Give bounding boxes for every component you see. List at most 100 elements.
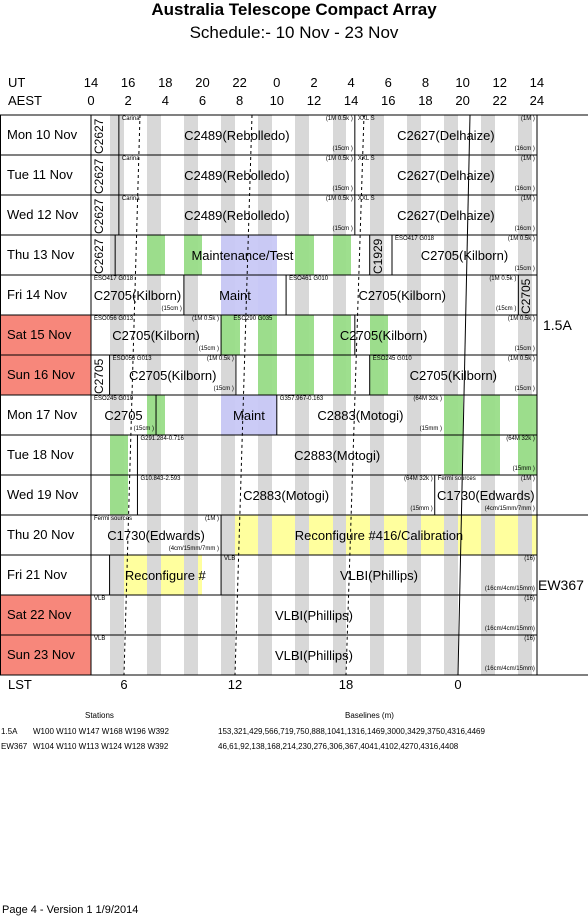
day-label: Sat 22 Nov (0, 595, 91, 635)
ut-tick-label: 14 (83, 75, 99, 90)
night-stripe (109, 195, 124, 235)
night-stripe (295, 515, 310, 555)
block-source-label: VLB (94, 636, 106, 642)
project-name: Reconfigure #416/Calibration (294, 528, 464, 543)
day-label: Sun 16 Nov (0, 355, 91, 395)
config-row-baselines: 153,321,429,566,719,750,888,1041,1316,14… (218, 727, 485, 736)
block-band-label: (15cm ) (213, 386, 234, 392)
night-stripe (332, 395, 347, 435)
night-stripe (295, 555, 310, 595)
block-band-label: (15cm ) (514, 346, 535, 352)
day-label: Thu 20 Nov (7, 527, 75, 542)
night-stripe (295, 155, 310, 195)
project-name: C2705(Kilborn) (129, 368, 217, 383)
block-source-label: Fermi sources (437, 476, 476, 482)
night-stripe (444, 315, 458, 355)
night-stripe (369, 155, 384, 195)
block-band-label: (15cm ) (198, 346, 220, 352)
night-stripe (258, 195, 273, 235)
schedule-fill (444, 395, 463, 435)
baselines-label: Baselines (m) (345, 711, 394, 720)
project-name: Maintenance/Test (191, 248, 294, 263)
aest-tick-label: 14 (343, 93, 359, 108)
night-stripe (369, 555, 384, 595)
night-stripe (332, 155, 347, 195)
night-stripe (444, 275, 458, 315)
night-stripe (183, 195, 198, 235)
block-source-label: ESO245 G010 (94, 396, 134, 402)
night-stripe (109, 395, 124, 435)
night-stripe (406, 315, 421, 355)
night-stripe (332, 515, 347, 555)
night-stripe (369, 235, 384, 275)
ut-tick-label: 16 (120, 75, 136, 90)
night-stripe (295, 115, 310, 155)
night-stripe (481, 635, 496, 675)
night-stripe (406, 595, 421, 635)
block-correlator-label: (1M 0.5k ) (507, 356, 535, 362)
schedule-fill (109, 435, 129, 475)
night-stripe (444, 355, 458, 395)
schedule-fill (518, 435, 537, 475)
night-stripe (518, 595, 533, 635)
block-label-vertical: C2705 (519, 278, 534, 314)
schedule-fill (481, 435, 500, 475)
night-stripe (183, 315, 198, 355)
night-stripe (406, 275, 421, 315)
schedule-fill (146, 235, 166, 275)
aest-label: AEST (8, 93, 42, 108)
config-row-stations: W104 W110 W113 W124 W128 W392 (33, 742, 169, 751)
page-title: Australia Telescope Compact Array (151, 0, 437, 19)
night-stripe (444, 235, 458, 275)
night-stripe (109, 275, 124, 315)
night-stripe (444, 155, 458, 195)
aest-tick-label: 6 (198, 93, 207, 108)
aest-tick-label: 16 (381, 93, 396, 108)
project-name: VLBI(Phillips) (339, 568, 418, 583)
ut-tick-label: 8 (421, 75, 430, 90)
night-stripe (481, 355, 496, 395)
night-stripe (332, 475, 347, 515)
night-stripe (258, 635, 273, 675)
night-stripe (258, 515, 273, 555)
block-source-label: VLB (224, 556, 236, 562)
block-correlator-label: (1M 0.5k ) (325, 116, 353, 122)
night-stripe (146, 635, 161, 675)
aest-tick-label: 0 (87, 93, 95, 108)
night-stripe (295, 435, 310, 475)
night-stripe (481, 315, 496, 355)
project-name: C2489(Rebolledo) (184, 168, 290, 183)
block-source-label: G10.843-2.593 (140, 476, 181, 482)
block-correlator-label: (16) (524, 556, 535, 562)
block-band-label: (15cm ) (332, 186, 353, 192)
block-correlator-label: (1M 0.5k ) (507, 316, 535, 322)
block-band-label: (15cm ) (495, 306, 517, 312)
block-band-label: (15mm ) (512, 466, 535, 472)
night-stripe (295, 195, 310, 235)
schedule-fill (295, 355, 314, 395)
night-stripe (332, 635, 347, 675)
night-stripe (295, 635, 310, 675)
block-source-label: XXL S (357, 116, 375, 122)
day-label: Thu 13 Nov (7, 247, 75, 262)
block-label-vertical: C2705 (92, 358, 106, 394)
night-stripe (518, 515, 533, 555)
night-stripe (518, 315, 533, 355)
config-row-stations: W100 W110 W147 W168 W196 W392 (33, 727, 169, 736)
night-stripe (146, 435, 161, 475)
project-name: C2627(Delhaize) (397, 208, 495, 223)
project-name: VLBI(Phillips) (274, 608, 353, 623)
project-name: C2705(Kilborn) (358, 288, 446, 303)
night-stripe (332, 275, 347, 315)
block-correlator-label: (1M ) (520, 156, 535, 162)
night-stripe (258, 475, 273, 515)
night-stripe (221, 155, 235, 195)
schedule-fill (183, 235, 203, 275)
project-name: C2705(Kilborn) (93, 288, 182, 303)
night-stripe (183, 595, 198, 635)
night-stripe (444, 595, 458, 635)
night-stripe (183, 115, 198, 155)
night-stripe (183, 355, 198, 395)
night-stripe (481, 275, 496, 315)
block-source-label: ESO056 G013 (94, 316, 134, 322)
